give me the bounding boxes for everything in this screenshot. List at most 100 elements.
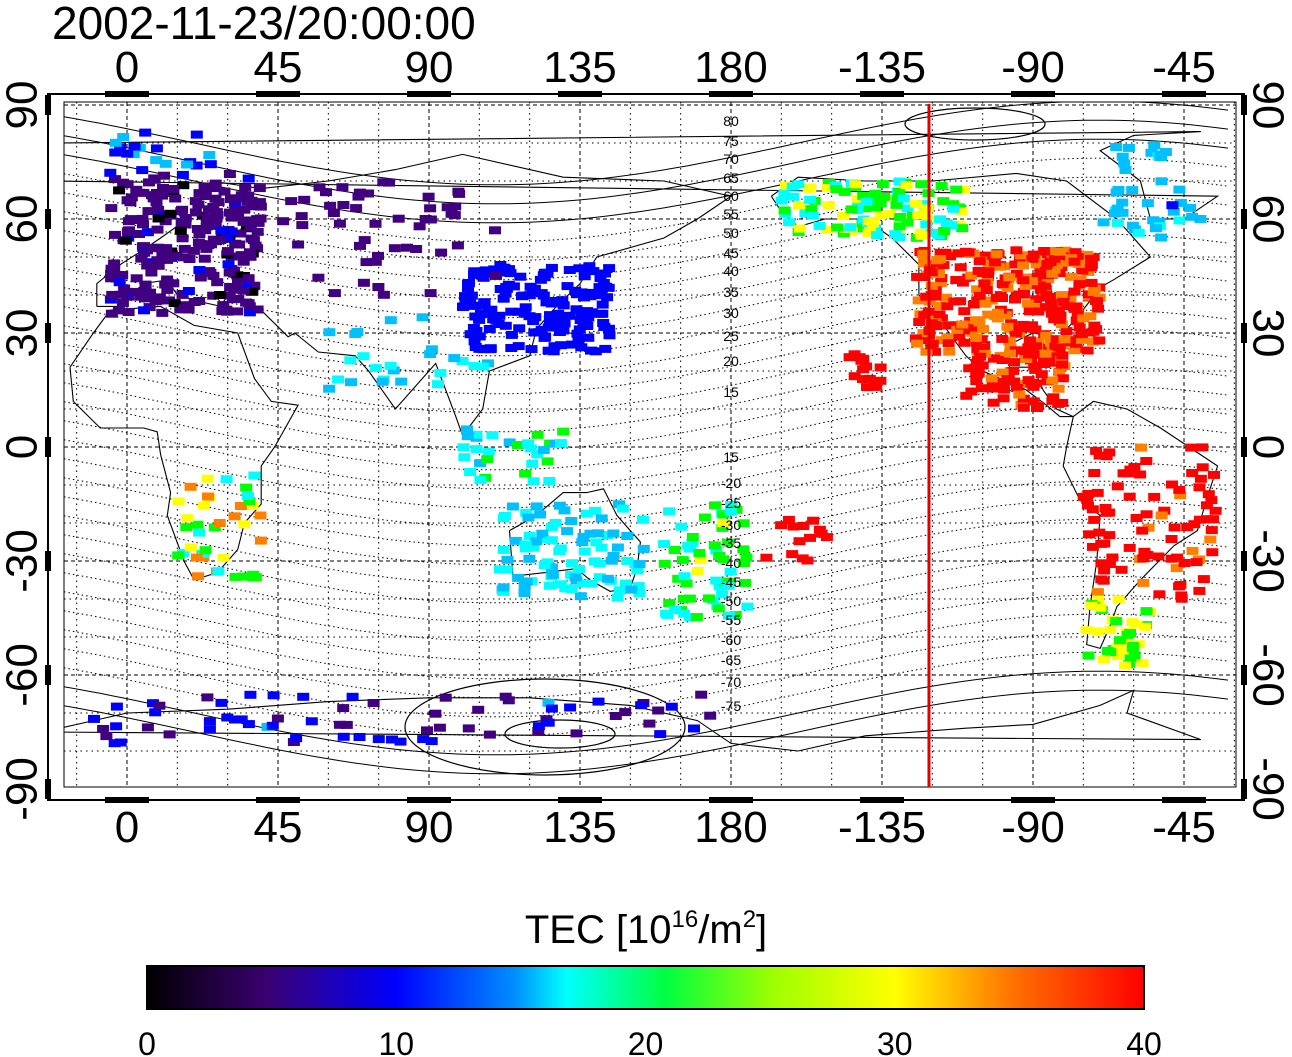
tec-cell (161, 285, 174, 294)
tec-cell (581, 322, 594, 330)
tec-cell (138, 242, 150, 251)
tec-cell (990, 250, 1003, 259)
tec-cell (220, 475, 233, 484)
tec-cell (760, 553, 773, 562)
tec-cell (372, 735, 385, 744)
tec-cell (477, 345, 490, 354)
tec-cell (225, 213, 238, 222)
tec-cell (109, 175, 121, 184)
tec-cell (1098, 655, 1110, 664)
tec-cell (874, 376, 887, 385)
tec-cell (483, 730, 496, 739)
tec-cell (665, 702, 678, 711)
tec-cell (1009, 295, 1021, 304)
tec-cell (569, 286, 582, 295)
tec-cell (869, 189, 882, 198)
tec-cell (369, 364, 382, 373)
tec-cell (857, 365, 870, 374)
tec-cell (1135, 443, 1147, 452)
tec-cell (121, 180, 134, 189)
tec-cell (778, 189, 791, 198)
tec-cell (123, 226, 135, 235)
tec-cell (992, 308, 1004, 317)
tec-cell (531, 430, 544, 439)
tec-cell (1040, 266, 1052, 275)
tec-cell (1168, 523, 1181, 532)
tec-cell (253, 184, 266, 193)
tec-cell (553, 547, 566, 556)
tec-cell (1174, 580, 1187, 589)
tec-cell (635, 701, 648, 710)
tec-cell (717, 577, 730, 586)
tec-cell (554, 439, 567, 448)
tec-cell (159, 217, 172, 226)
tec-cell (183, 255, 196, 263)
tec-cell (240, 483, 253, 492)
tec-cell (237, 217, 250, 226)
tec-cell (1064, 293, 1077, 302)
tec-cell (1093, 336, 1106, 345)
tec-cell (1054, 311, 1067, 320)
tec-cell (497, 583, 510, 592)
tec-cell (218, 187, 231, 196)
tec-cell (1003, 273, 1016, 282)
tec-cell (519, 469, 532, 478)
contour-line (64, 157, 1229, 243)
tec-cell (97, 725, 110, 733)
tec-cell (367, 699, 380, 707)
tec-cell (925, 341, 938, 350)
tec-cell (1209, 506, 1222, 515)
tec-cell (969, 334, 982, 342)
map-inner-frame (63, 101, 1237, 788)
tec-cell (387, 366, 400, 375)
tec-cell (332, 375, 345, 384)
tec-cell (1114, 636, 1126, 645)
tec-cell (1050, 335, 1063, 344)
tec-cell (1017, 290, 1030, 299)
tec-cell (971, 344, 984, 353)
tec-cell (1032, 337, 1045, 346)
tec-cell (1200, 501, 1213, 510)
tec-cell (1040, 303, 1052, 312)
tec-cell (900, 181, 913, 190)
tec-cell (1132, 228, 1145, 237)
tec-cell (1010, 269, 1023, 278)
tec-cell (512, 307, 525, 316)
left-lat-tick-label: -30 (0, 529, 47, 593)
tec-cell (1058, 335, 1071, 344)
tec-cell (245, 196, 258, 205)
tec-cell (522, 439, 534, 448)
tec-cell (1184, 203, 1197, 212)
contour-line (64, 366, 1229, 452)
bottom-axis-tick-bar (105, 797, 149, 803)
tec-cell (207, 271, 220, 280)
tec-cell (1042, 275, 1055, 284)
tec-cell (588, 557, 601, 566)
tec-cell (1190, 558, 1203, 567)
tec-cell (985, 374, 998, 383)
tec-cell (216, 307, 229, 316)
tec-cell (1104, 626, 1117, 635)
tec-cell (527, 288, 539, 297)
tec-cell (181, 160, 193, 169)
tec-cell (724, 507, 737, 516)
tec-cell (709, 501, 721, 510)
tec-cell (1170, 564, 1183, 573)
tec-cell (538, 561, 551, 570)
tec-cell (920, 220, 933, 229)
tec-cell (1100, 452, 1113, 461)
top-lon-tick-label: -90 (1001, 43, 1065, 92)
tec-cell (490, 271, 502, 280)
tec-cell (787, 192, 800, 201)
tec-cell (1039, 349, 1052, 358)
tec-cell (182, 305, 195, 314)
tec-cell (599, 269, 611, 278)
tec-cell (189, 208, 202, 217)
tec-cell (668, 605, 681, 614)
tec-cell (469, 312, 482, 321)
tec-cell (668, 546, 681, 554)
tec-cell (1053, 368, 1065, 377)
tec-cell (484, 345, 497, 354)
tec-cell (1026, 321, 1038, 330)
tec-cell (893, 187, 905, 196)
